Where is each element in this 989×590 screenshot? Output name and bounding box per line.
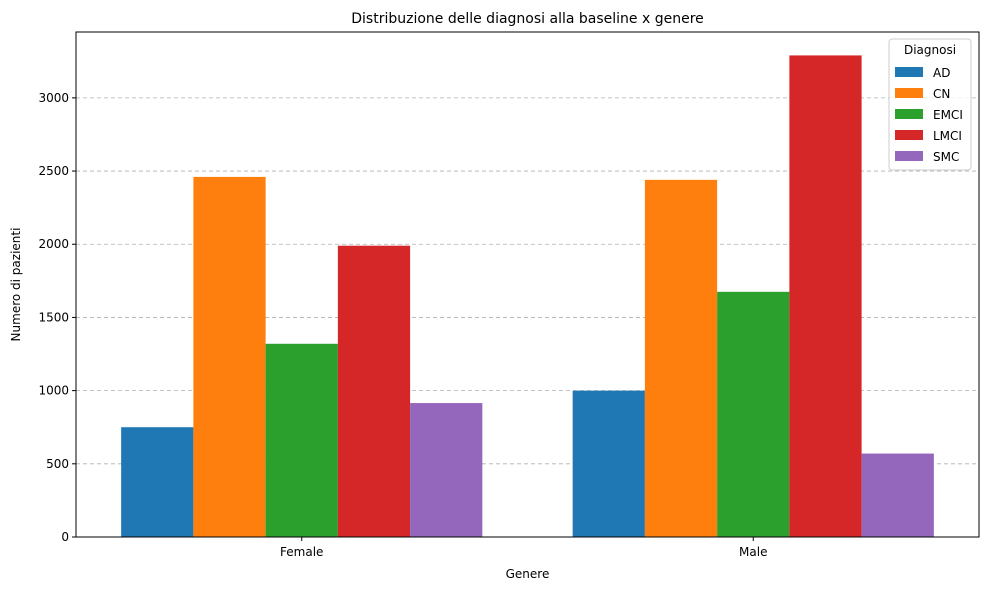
- y-tick-label: 1000: [38, 384, 69, 398]
- legend-swatch-lmci: [895, 130, 923, 140]
- chart-title: Distribuzione delle diagnosi alla baseli…: [351, 11, 704, 27]
- bar-smc-male: [861, 453, 934, 537]
- legend-swatch-smc: [895, 151, 923, 161]
- y-tick-label: 3000: [38, 91, 69, 105]
- bar-cn-male: [644, 179, 718, 537]
- legend-label-smc: SMC: [933, 150, 959, 164]
- legend-title: Diagnosi: [904, 43, 956, 57]
- y-tick-label: 500: [46, 457, 69, 471]
- bar-smc-female: [410, 403, 483, 537]
- bars-layer: [121, 55, 934, 538]
- legend-label-ad: AD: [933, 66, 950, 80]
- bar-cn-female: [193, 176, 266, 538]
- legend-label-lmci: LMCI: [933, 129, 962, 143]
- legend-items: AD CN EMCI LMCI SMC: [895, 66, 963, 164]
- legend: Diagnosi AD CN EMCI LMCI SMC: [888, 38, 972, 171]
- bar-ad-male: [572, 390, 645, 537]
- plot-frame: [75, 31, 980, 538]
- legend-swatch-cn: [895, 88, 923, 98]
- legend-label-emci: EMCI: [933, 108, 963, 122]
- bar-ad-female: [121, 427, 194, 537]
- legend-swatch-ad: [895, 67, 923, 77]
- y-tick-label: 0: [61, 530, 69, 544]
- y-tick-label: 2000: [38, 237, 69, 251]
- x-axis-label: Genere: [506, 567, 550, 581]
- bar-emci-male: [717, 291, 790, 537]
- x-tick-label: Male: [739, 545, 767, 559]
- y-axis: 0 500 1000 1500 2000 2500 3000: [38, 91, 76, 544]
- x-axis: Female Male: [280, 537, 767, 559]
- legend-label-cn: CN: [933, 87, 950, 101]
- bar-lmci-male: [789, 55, 862, 537]
- legend-swatch-emci: [895, 109, 923, 119]
- y-tick-label: 1500: [38, 310, 69, 324]
- bar-lmci-female: [337, 245, 411, 537]
- y-tick-label: 2500: [38, 164, 69, 178]
- y-axis-label: Numero di pazienti: [9, 228, 23, 342]
- x-tick-label: Female: [280, 545, 323, 559]
- bar-emci-female: [265, 343, 338, 537]
